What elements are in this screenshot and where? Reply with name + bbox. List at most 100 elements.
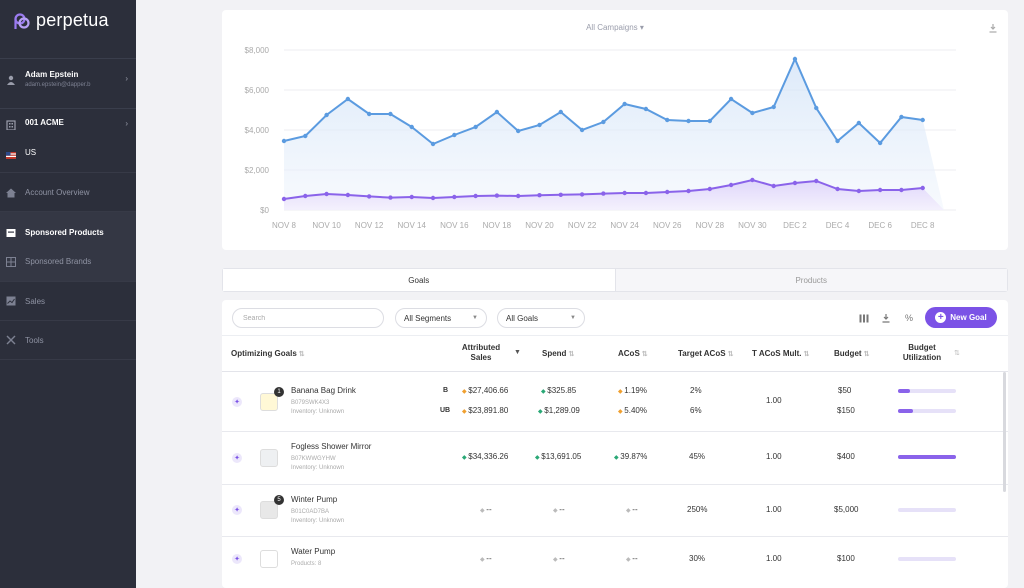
spend-value: --	[559, 505, 565, 514]
tacos-mult[interactable]: 1.00	[766, 452, 782, 461]
col-optimizing-goals[interactable]: Optimizing Goals ⇅	[231, 349, 305, 360]
expand-icon[interactable]: ✦	[232, 397, 242, 407]
product-name[interactable]: Banana Bag Drink	[291, 386, 356, 395]
x-tick-label: NOV 10	[312, 221, 341, 230]
data-point	[430, 141, 436, 147]
data-point	[388, 195, 393, 200]
expand-icon[interactable]: ✦	[232, 554, 242, 564]
target-acos[interactable]: 45%	[689, 452, 706, 461]
segments-dropdown[interactable]: All Segments ▼	[395, 308, 487, 328]
sales-cell: ◆ $27,406.66	[462, 386, 508, 395]
status-dot-icon: ◆	[626, 557, 633, 563]
data-point	[622, 190, 627, 196]
status-dot-icon: ◆	[462, 389, 469, 395]
x-tick-label: NOV 22	[568, 221, 597, 230]
user-menu[interactable]: ›	[0, 58, 136, 108]
nav-sales[interactable]: Sales	[0, 281, 136, 320]
status-dot-icon: ◆	[553, 508, 560, 514]
col-label: Budget	[834, 349, 862, 358]
new-goal-button[interactable]: + New Goal	[925, 307, 997, 328]
sales-value: $27,406.66	[468, 386, 509, 395]
product-name[interactable]: Water Pump	[291, 547, 336, 556]
perpetua-logo[interactable]: perpetua	[12, 10, 109, 31]
table-row[interactable]: ✦ Fogless Shower Mirror B07KWWGYHW Inven…	[222, 432, 1008, 485]
expand-icon[interactable]: ✦	[232, 505, 242, 515]
nav-sponsored-products[interactable]: Sponsored Products	[25, 228, 104, 237]
acos-cell: ◆ 1.19%	[618, 386, 647, 395]
data-point	[452, 132, 457, 138]
chart-icon	[5, 295, 17, 307]
col-acos[interactable]: ACoS ⇅	[618, 349, 648, 360]
budget[interactable]: $50	[838, 386, 852, 395]
table-scrollbar[interactable]	[1003, 372, 1006, 492]
col-attributed-sales[interactable]: Attributed Sales	[458, 343, 504, 363]
expand-icon[interactable]: ✦	[232, 453, 242, 463]
target-acos[interactable]: 2%	[690, 386, 702, 395]
download-icon[interactable]	[880, 312, 892, 324]
table-row[interactable]: ✦ Water Pump Products: 8 ◆ -- ◆ -- ◆ -- …	[222, 537, 1008, 588]
tacos-mult[interactable]: 1.00	[766, 396, 782, 405]
data-point	[665, 189, 670, 195]
country-selector[interactable]: US	[25, 148, 37, 157]
goals-dropdown[interactable]: All Goals ▼	[497, 308, 585, 328]
x-tick-label: NOV 14	[398, 221, 427, 230]
col-budget[interactable]: Budget ⇅	[834, 349, 869, 360]
product-inventory: Inventory: Unknown	[291, 409, 345, 415]
user-email: adam.epstein@dapper.b	[25, 82, 91, 88]
y-tick-label: $0	[260, 206, 269, 215]
product-name[interactable]: Fogless Shower Mirror	[291, 442, 372, 451]
home-icon	[5, 187, 17, 199]
product-count: Products: 8	[291, 561, 322, 567]
status-dot-icon: ◆	[480, 508, 487, 514]
product-image	[260, 550, 278, 568]
budget[interactable]: $150	[837, 406, 855, 415]
account-menu[interactable]: ›	[0, 108, 136, 172]
budget[interactable]: $5,000	[834, 505, 859, 514]
budget[interactable]: $100	[837, 554, 855, 563]
col-spend[interactable]: Spend ⇅	[542, 349, 574, 360]
x-tick-label: NOV 30	[738, 221, 767, 230]
data-point	[515, 193, 521, 199]
data-point	[686, 118, 691, 124]
search-input[interactable]	[232, 308, 384, 328]
spend-cell: ◆ --	[553, 554, 565, 563]
tacos-mult[interactable]: 1.00	[766, 554, 782, 563]
data-point	[792, 56, 798, 62]
nav-account-overview[interactable]: Account Overview	[0, 172, 136, 211]
table-row[interactable]: ✦ 1 Banana Bag Drink B079SWK4X3 Inventor…	[222, 372, 1008, 432]
table-header: Optimizing Goals ⇅ Attributed Sales ▼ Spe…	[222, 336, 1008, 372]
target-acos[interactable]: 30%	[689, 554, 706, 563]
campaign-selector[interactable]: All Campaigns ▾	[586, 23, 644, 32]
data-point	[494, 109, 500, 115]
percent-toggle[interactable]: %	[904, 313, 913, 323]
col-label: Utilization	[902, 353, 942, 362]
download-icon[interactable]	[988, 20, 998, 38]
tab-products[interactable]: Products	[615, 269, 1007, 291]
sort-icon[interactable]: ⇅	[954, 350, 960, 357]
chevron-down-icon: ▼	[472, 315, 478, 321]
acos-cell: ◆ 5.40%	[618, 406, 647, 415]
nav-sponsored-brands[interactable]: Sponsored Brands	[25, 257, 92, 266]
spend-cell: ◆ --	[553, 505, 565, 514]
data-point	[601, 191, 606, 196]
x-tick-label: DEC 8	[911, 221, 935, 230]
x-tick-label: NOV 26	[653, 221, 682, 230]
col-tacos-mult[interactable]: T ACoS Mult. ⇅	[752, 349, 809, 360]
nav-tools[interactable]: Tools	[0, 320, 136, 359]
col-target-acos[interactable]: Target ACoS ⇅	[678, 349, 733, 360]
budget[interactable]: $400	[837, 452, 855, 461]
table-row[interactable]: ✦ 5 Winter Pump B01C0AD7BA Inventory: Un…	[222, 485, 1008, 537]
data-point	[856, 120, 862, 126]
sales-value: $34,336.26	[468, 452, 509, 461]
product-name[interactable]: Winter Pump	[291, 495, 338, 504]
columns-icon[interactable]	[858, 312, 870, 324]
target-acos[interactable]: 250%	[687, 505, 708, 514]
tacos-mult[interactable]: 1.00	[766, 505, 782, 514]
col-budget-utilization[interactable]: Budget Utilization	[902, 343, 942, 363]
data-point	[835, 138, 840, 144]
sort-desc-icon[interactable]: ▼	[514, 349, 521, 356]
x-tick-label: NOV 8	[272, 221, 297, 230]
tab-goals[interactable]: Goals	[223, 269, 616, 291]
y-tick-label: $6,000	[245, 86, 270, 95]
target-acos[interactable]: 6%	[690, 406, 702, 415]
